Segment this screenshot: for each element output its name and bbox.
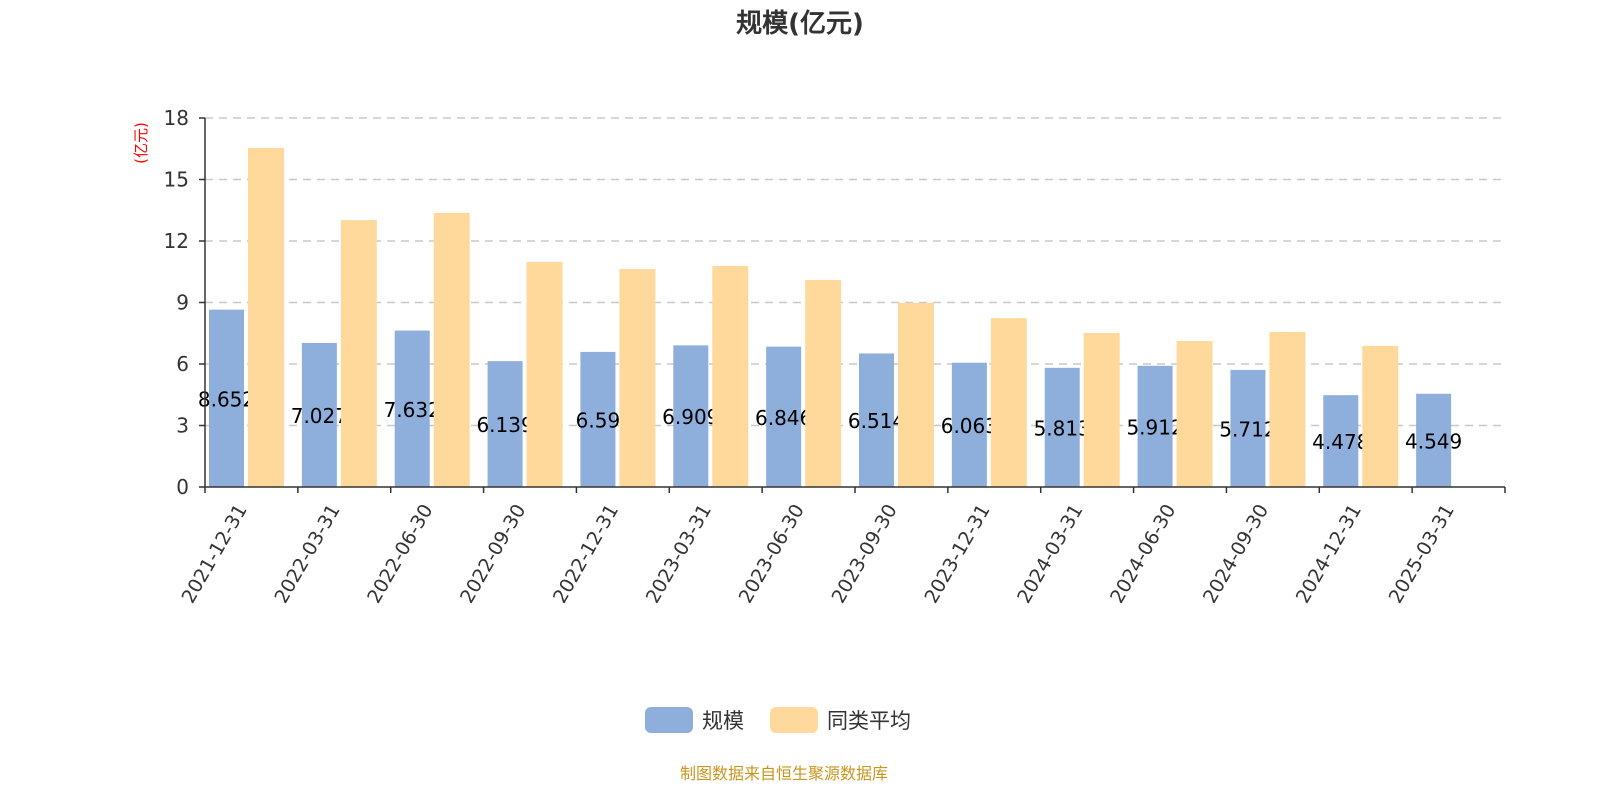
bar-scale bbox=[766, 346, 802, 487]
y-tick-label: 0 bbox=[176, 475, 189, 499]
y-tick-label: 15 bbox=[164, 168, 189, 192]
bar-peer-average bbox=[433, 212, 470, 488]
x-tick-label: 2024-12-31 bbox=[1292, 501, 1366, 608]
data-label: 8.652 bbox=[198, 387, 255, 411]
x-tick-label: 2022-06-30 bbox=[363, 501, 437, 608]
bar-scale bbox=[301, 342, 337, 487]
x-tick-label: 2024-06-30 bbox=[1106, 501, 1180, 608]
data-label: 7.632 bbox=[384, 398, 441, 422]
bar-peer-average bbox=[526, 261, 563, 487]
source-note: 制图数据来自恒生聚源数据库 bbox=[680, 764, 888, 783]
bar-peer-average bbox=[712, 266, 749, 487]
legend-swatch-peer-average bbox=[770, 707, 818, 733]
y-tick-label: 6 bbox=[176, 352, 189, 376]
legend-label: 同类平均 bbox=[827, 709, 911, 733]
bar-peer-average bbox=[619, 269, 656, 487]
bar-peer-average bbox=[805, 279, 842, 487]
y-tick-label: 9 bbox=[176, 291, 189, 315]
x-tick-label: 2023-12-31 bbox=[920, 501, 994, 608]
bar-scale bbox=[580, 351, 616, 487]
data-label: 5.712 bbox=[1219, 417, 1276, 441]
data-label: 6.063 bbox=[941, 414, 998, 438]
y-axis-unit: (亿元) bbox=[132, 122, 150, 164]
x-tick-label: 2025-03-31 bbox=[1385, 501, 1459, 608]
bar-scale bbox=[1137, 365, 1173, 487]
x-tick-label: 2023-06-30 bbox=[735, 501, 809, 608]
x-tick-label: 2022-03-31 bbox=[270, 501, 344, 608]
data-label: 4.478 bbox=[1312, 430, 1369, 454]
x-tick-label: 2024-09-30 bbox=[1199, 501, 1273, 608]
bar-peer-average bbox=[340, 220, 377, 487]
data-label: 6.514 bbox=[848, 409, 905, 433]
bar-scale bbox=[1044, 367, 1080, 487]
data-label: 6.59 bbox=[576, 408, 621, 432]
legend-swatch-scale bbox=[645, 707, 693, 733]
data-label: 5.813 bbox=[1034, 416, 1091, 440]
data-label: 4.549 bbox=[1405, 429, 1462, 453]
bar-scale bbox=[487, 361, 523, 487]
bar-peer-average bbox=[248, 147, 284, 487]
data-label: 6.909 bbox=[662, 405, 719, 429]
data-label: 6.846 bbox=[755, 406, 812, 430]
x-tick-label: 2023-03-31 bbox=[642, 501, 716, 608]
x-tick-label: 2022-12-31 bbox=[549, 501, 623, 608]
bar-scale bbox=[673, 345, 709, 487]
data-label: 5.912 bbox=[1126, 415, 1183, 439]
data-label: 7.027 bbox=[291, 404, 348, 428]
x-tick-label: 2022-09-30 bbox=[456, 501, 530, 608]
chart-title: 规模(亿元) bbox=[736, 9, 864, 39]
y-tick-label: 18 bbox=[164, 106, 189, 130]
bar-scale bbox=[859, 353, 894, 487]
bar-peer-average bbox=[898, 302, 934, 487]
bar-peer-average bbox=[1362, 345, 1399, 487]
y-tick-label: 3 bbox=[176, 414, 189, 438]
bar-scale bbox=[1416, 393, 1452, 487]
bar-peer-average bbox=[1269, 332, 1306, 487]
legend-label: 规模 bbox=[702, 709, 744, 733]
bar-scale bbox=[1230, 369, 1266, 487]
y-tick-label: 12 bbox=[164, 229, 189, 253]
bar-peer-average bbox=[990, 318, 1027, 487]
bar-peer-average bbox=[1176, 341, 1213, 487]
data-label: 6.139 bbox=[476, 413, 533, 437]
bar-peer-average bbox=[1083, 333, 1120, 487]
bar-scale bbox=[1323, 395, 1359, 487]
x-tick-label: 2023-09-30 bbox=[827, 501, 901, 608]
x-tick-label: 2021-12-31 bbox=[177, 501, 251, 608]
bar-scale bbox=[951, 362, 987, 487]
bar-scale bbox=[394, 330, 430, 487]
x-tick-label: 2024-03-31 bbox=[1013, 501, 1087, 608]
bar-scale bbox=[209, 309, 244, 487]
